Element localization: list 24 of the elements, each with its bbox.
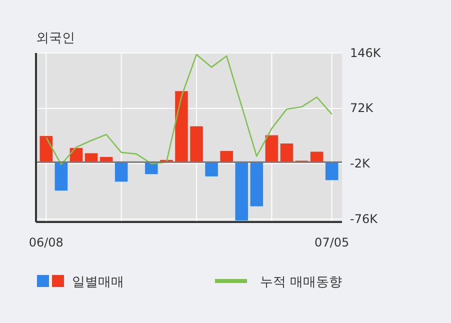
y-tick-label: 72K bbox=[350, 101, 374, 116]
legend-label: 누적 매매동향 bbox=[260, 275, 342, 290]
bar bbox=[40, 136, 53, 162]
bar bbox=[205, 162, 218, 176]
bar bbox=[235, 162, 248, 221]
bar bbox=[220, 150, 233, 162]
x-tick-label: 07/05 bbox=[314, 236, 350, 250]
bar bbox=[265, 135, 278, 162]
legend-label: 일별매매 bbox=[72, 275, 124, 290]
bar bbox=[310, 152, 324, 162]
x-tick-label: 06/08 bbox=[28, 236, 64, 250]
y-tick-label: -2K bbox=[350, 156, 371, 171]
bar bbox=[114, 162, 128, 182]
line-series bbox=[46, 54, 332, 166]
bar bbox=[280, 143, 294, 162]
y-tick-label: 146K bbox=[350, 46, 382, 60]
bar bbox=[325, 162, 338, 180]
y-tick-label: -76K bbox=[350, 212, 379, 226]
bar bbox=[250, 162, 264, 206]
chart-title: 외국인 bbox=[36, 31, 75, 46]
bar bbox=[175, 91, 188, 162]
bar bbox=[84, 153, 98, 162]
bar bbox=[190, 126, 203, 162]
bar bbox=[54, 162, 68, 191]
